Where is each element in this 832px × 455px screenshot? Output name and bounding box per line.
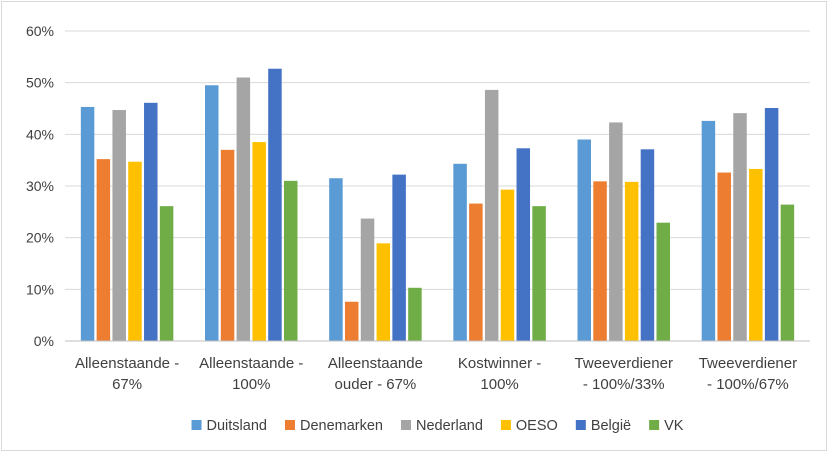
bar-denemarken bbox=[717, 172, 731, 341]
x-category-label: Kostwinner - bbox=[458, 355, 541, 372]
x-category-label: - 100%/33% bbox=[583, 376, 665, 393]
x-category-label: Tweeverdiener bbox=[699, 355, 797, 372]
bar-denemarken bbox=[593, 181, 607, 341]
bar-duitsland bbox=[205, 85, 219, 341]
x-category-label: Alleenstaande - bbox=[199, 355, 303, 372]
x-category-label: Alleenstaande bbox=[328, 355, 423, 372]
bar-nederland bbox=[360, 218, 375, 341]
legend-label: Duitsland bbox=[207, 418, 267, 434]
legend-label: Denemarken bbox=[300, 418, 383, 434]
bar-duitsland bbox=[701, 120, 716, 342]
bar-nederland bbox=[733, 113, 747, 342]
y-axis-ticks: 0% 10% 20% 30% 40% 50% 60% bbox=[26, 23, 54, 349]
legend-item: Denemarken bbox=[284, 418, 383, 434]
bar-denemarken bbox=[220, 149, 235, 341]
bar-vk bbox=[408, 287, 422, 341]
legend-swatch bbox=[649, 420, 660, 430]
legend-label: VK bbox=[664, 418, 684, 434]
legend-swatch bbox=[191, 420, 202, 430]
category-labels: Alleenstaande - 67% Alleenstaande - 100% All… bbox=[75, 355, 797, 393]
legend-item: België bbox=[575, 418, 631, 434]
legend: Duitsland Denemarken Nederland OESO België VK bbox=[191, 418, 684, 434]
bar-duitsland bbox=[80, 106, 95, 341]
legend-label: Nederland bbox=[416, 418, 483, 434]
bar-belgi bbox=[144, 102, 158, 341]
bars bbox=[80, 68, 795, 342]
y-tick-label: 30% bbox=[26, 178, 54, 194]
bar-oeso bbox=[376, 243, 391, 341]
x-category-label: ouder - 67% bbox=[335, 376, 417, 393]
bar-duitsland bbox=[329, 178, 343, 341]
legend-swatch bbox=[284, 420, 295, 430]
legend-item: OESO bbox=[500, 418, 558, 434]
legend-item: Duitsland bbox=[191, 418, 267, 434]
bar-oeso bbox=[749, 168, 763, 341]
bar-vk bbox=[284, 180, 298, 341]
bar-belgi bbox=[640, 149, 655, 341]
legend-item: VK bbox=[649, 418, 684, 434]
bar-oeso bbox=[252, 142, 266, 341]
x-category-label: 100% bbox=[232, 376, 270, 393]
bar-nederland bbox=[236, 77, 251, 341]
legend-swatch bbox=[575, 420, 586, 430]
bar-oeso bbox=[500, 189, 515, 341]
legend-swatch bbox=[500, 420, 511, 430]
legend-label: OESO bbox=[516, 418, 558, 434]
y-tick-label: 20% bbox=[26, 230, 54, 246]
bar-denemarken bbox=[469, 203, 483, 341]
x-category-label: 67% bbox=[112, 376, 142, 393]
y-tick-label: 60% bbox=[26, 23, 54, 39]
x-category-label: Tweeverdiener bbox=[575, 355, 673, 372]
bar-nederland bbox=[112, 110, 126, 341]
y-tick-label: 10% bbox=[26, 281, 54, 297]
bar-nederland bbox=[484, 89, 499, 342]
bar-belgi bbox=[764, 107, 779, 341]
bar-duitsland bbox=[453, 163, 467, 341]
bar-vk bbox=[159, 206, 174, 341]
bar-vk bbox=[532, 206, 546, 341]
x-category-label: Alleenstaande - bbox=[75, 355, 179, 372]
x-category-label: 100% bbox=[480, 376, 518, 393]
legend-item: Nederland bbox=[400, 418, 483, 434]
legend-label: België bbox=[591, 418, 631, 434]
bar-belgi bbox=[268, 68, 282, 341]
gridlines bbox=[65, 30, 810, 290]
bar-oeso bbox=[128, 161, 142, 341]
bar-belgi bbox=[392, 174, 406, 341]
bar-oeso bbox=[624, 181, 639, 341]
bar-duitsland bbox=[577, 139, 591, 341]
y-tick-label: 50% bbox=[26, 75, 54, 91]
x-category-label: - 100%/67% bbox=[707, 376, 789, 393]
bar-denemarken bbox=[344, 301, 359, 341]
bar-vk bbox=[780, 204, 795, 341]
y-tick-label: 0% bbox=[34, 333, 54, 349]
bar-nederland bbox=[609, 122, 623, 341]
legend-swatch bbox=[400, 420, 411, 430]
y-tick-label: 40% bbox=[26, 126, 54, 142]
bar-denemarken bbox=[96, 159, 111, 341]
bar-vk bbox=[656, 222, 670, 341]
bar-belgi bbox=[516, 148, 531, 341]
